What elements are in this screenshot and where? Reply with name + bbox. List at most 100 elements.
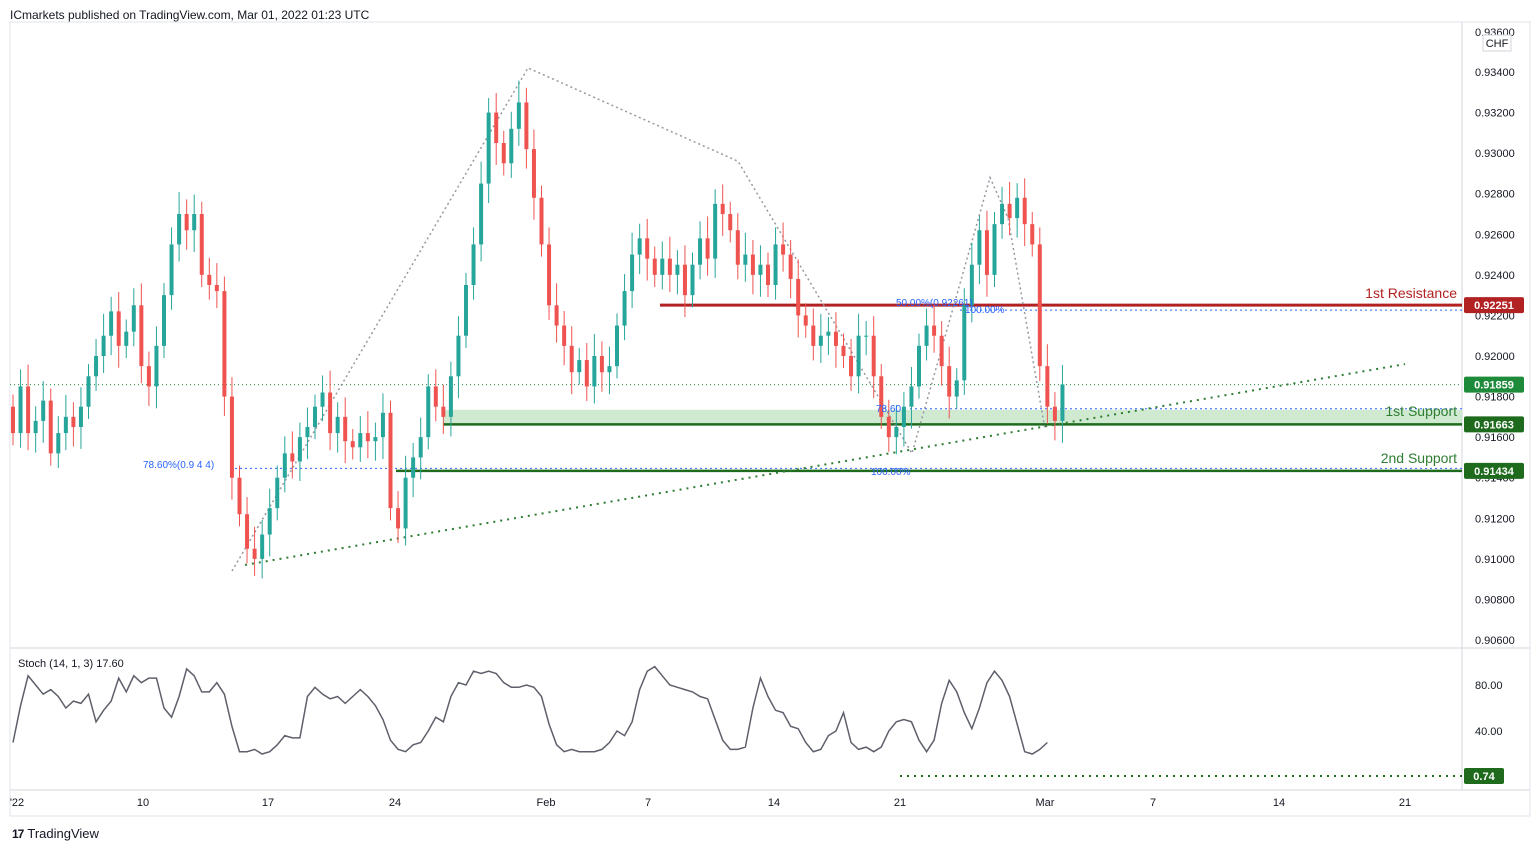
- candle: [977, 215, 982, 285]
- candle: [577, 347, 582, 385]
- candle: [969, 242, 974, 323]
- stoch-axis-label: 80.00: [1475, 680, 1503, 692]
- candle: [516, 80, 521, 146]
- candle: [569, 326, 574, 395]
- svg-text:0.92251: 0.92251: [1474, 300, 1514, 312]
- price-axis-label: 0.91200: [1475, 513, 1515, 525]
- candle: [599, 341, 604, 392]
- candle: [615, 313, 619, 379]
- candle: [426, 374, 431, 450]
- candle: [501, 130, 506, 176]
- candle: [101, 313, 106, 374]
- candle: [818, 313, 823, 363]
- candle: [486, 97, 491, 204]
- candle: [162, 282, 166, 359]
- candle: [705, 216, 710, 276]
- candle: [290, 431, 295, 479]
- candle: [743, 232, 748, 282]
- candle: [758, 245, 763, 297]
- candle: [41, 381, 46, 443]
- candle: [48, 388, 53, 466]
- candle: [788, 239, 793, 299]
- candle: [380, 393, 385, 460]
- stoch-axis: 80.00 40.00 0.74: [1464, 680, 1504, 784]
- tradingview-brand: TradingView: [27, 826, 99, 841]
- price-axis-label: 0.90800: [1475, 594, 1515, 606]
- time-axis-label: Mar: [1036, 797, 1055, 809]
- price-axis-label: 0.93400: [1475, 67, 1515, 79]
- candle: [554, 283, 559, 343]
- candle: [547, 227, 552, 320]
- candle: [796, 259, 801, 338]
- candle: [909, 366, 914, 429]
- price-axis-label: 0.92800: [1475, 189, 1515, 201]
- candle: [766, 252, 770, 298]
- candle: [781, 222, 786, 272]
- candle: [735, 213, 740, 280]
- fib-100-lower-label: 100.00%: [871, 467, 911, 478]
- time-axis-label: 21: [894, 797, 906, 809]
- candle: [637, 223, 642, 275]
- svg-text:0.91663: 0.91663: [1474, 419, 1514, 431]
- candle: [94, 338, 99, 391]
- candle: [992, 211, 997, 288]
- candle: [524, 87, 529, 169]
- tradingview-logo-icon: 17: [12, 826, 24, 841]
- candle: [750, 239, 755, 295]
- candle: [297, 422, 302, 481]
- candle: [343, 397, 348, 464]
- candle: [1015, 183, 1020, 238]
- candle: [433, 369, 438, 422]
- candle: [335, 402, 340, 453]
- currency-box: [1482, 34, 1512, 52]
- time-axis-label: 17: [262, 797, 274, 809]
- chart-frame: [9, 21, 1531, 817]
- candle: [984, 210, 989, 297]
- candle: [509, 111, 514, 178]
- candle: [313, 394, 317, 440]
- candle: [131, 288, 136, 347]
- candle: [592, 334, 597, 404]
- candle: [811, 308, 816, 361]
- candle: [441, 384, 446, 434]
- candle: [146, 351, 151, 406]
- candle: [305, 407, 310, 460]
- time-axis-label: 24: [389, 797, 401, 809]
- support1-tag: 0.91663: [1464, 416, 1524, 433]
- candle: [645, 218, 650, 281]
- price-axis-label: 0.91800: [1475, 392, 1515, 404]
- candle: [1022, 178, 1027, 247]
- candle: [71, 402, 76, 447]
- support2-tag: 0.91434: [1464, 462, 1524, 479]
- candle: [622, 274, 627, 341]
- candle: [954, 368, 959, 409]
- candle: [901, 392, 906, 447]
- candle: [192, 194, 197, 253]
- candle: [237, 465, 242, 527]
- candle: [18, 369, 23, 448]
- tradingview-footer[interactable]: 17 TradingView: [12, 826, 99, 841]
- candle: [260, 519, 265, 579]
- candle: [479, 161, 484, 262]
- candle: [418, 417, 423, 480]
- price-axis[interactable]: 0.936000.934000.932000.930000.928000.926…: [1475, 27, 1515, 647]
- time-axis-label: 21: [1399, 797, 1411, 809]
- time-axis-label: 14: [768, 797, 780, 809]
- candle: [871, 316, 876, 399]
- candle: [388, 400, 393, 521]
- candle: [328, 370, 333, 451]
- candle: [841, 333, 846, 369]
- svg-text:0.91434: 0.91434: [1474, 466, 1515, 478]
- candle: [713, 189, 718, 279]
- price-axis-label: 0.92000: [1475, 351, 1515, 363]
- time-axis[interactable]: '22 10 17 24 Feb 7 14 21 Mar 7 14 21: [10, 797, 1411, 809]
- candle: [86, 364, 91, 419]
- svg-text:0.74: 0.74: [1473, 771, 1495, 783]
- candle: [1045, 344, 1050, 424]
- candle: [675, 250, 680, 295]
- candle: [803, 303, 808, 338]
- candle: [124, 319, 129, 359]
- candle: [690, 252, 695, 308]
- candle: [728, 201, 733, 243]
